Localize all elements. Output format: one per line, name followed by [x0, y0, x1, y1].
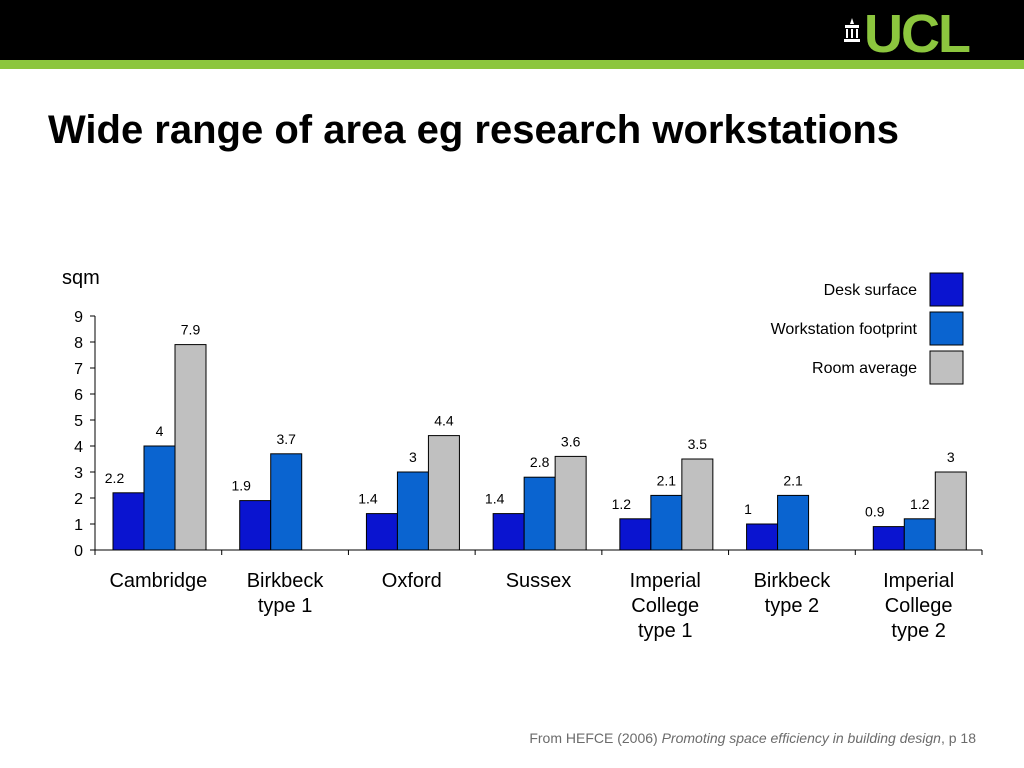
x-tick-label: type 2: [891, 620, 945, 642]
data-label: 1.2: [612, 496, 632, 512]
legend-label: Room average: [812, 360, 917, 377]
legend-swatch: [929, 311, 964, 346]
y-tick-label: 3: [74, 465, 83, 482]
bar: [174, 344, 207, 551]
bar: [554, 455, 587, 551]
slide-title: Wide range of area eg research workstati…: [48, 108, 900, 152]
legend-swatch: [929, 350, 964, 385]
y-tick-label: 2: [74, 491, 83, 508]
source-prefix: From HEFCE (2006): [529, 730, 662, 746]
bar: [777, 494, 810, 551]
data-label: 3.6: [561, 433, 581, 449]
y-tick-label: 0: [74, 543, 83, 560]
data-label: 1.2: [910, 496, 930, 512]
data-label: 2.8: [530, 454, 550, 470]
bar: [239, 500, 272, 551]
x-tick-label: type 1: [638, 620, 692, 642]
data-label: 4.4: [434, 413, 454, 429]
bar: [112, 492, 145, 551]
data-label: 1.4: [358, 491, 378, 507]
x-tick-label: College: [631, 595, 699, 617]
x-tick-label: type 2: [765, 595, 819, 617]
bar: [427, 435, 460, 551]
ucl-logo: UCL: [842, 4, 1002, 64]
data-label: 1.4: [485, 491, 505, 507]
header-accent-stripe: [0, 60, 1024, 69]
x-tick-label: Birkbeck: [247, 570, 325, 592]
data-label: 2.2: [105, 470, 125, 486]
x-tick-label: Imperial: [630, 570, 701, 592]
source-title: Promoting space efficiency in building d…: [661, 730, 941, 746]
x-tick-label: type 1: [258, 595, 312, 617]
y-tick-label: 7: [74, 361, 83, 378]
y-tick-label: 4: [74, 439, 83, 456]
bar: [492, 513, 525, 551]
y-tick-label: 5: [74, 413, 83, 430]
data-label: 3: [947, 449, 955, 465]
x-tick-label: Imperial: [883, 570, 954, 592]
data-label: 1.9: [231, 478, 251, 494]
x-tick-label: Sussex: [506, 570, 572, 592]
bar: [619, 518, 652, 551]
source-citation: From HEFCE (2006) Promoting space effici…: [529, 730, 976, 746]
x-tick-label: Cambridge: [109, 570, 207, 592]
data-label: 7.9: [181, 322, 201, 338]
x-tick-label: College: [885, 595, 953, 617]
legend-label: Workstation footprint: [771, 321, 918, 338]
portico-icon: [844, 18, 860, 42]
bar: [523, 476, 556, 551]
data-label: 3.5: [688, 436, 708, 452]
bar: [934, 471, 967, 551]
ucl-logo-text: UCL: [864, 4, 971, 64]
data-label: 1: [744, 501, 752, 517]
bar: [681, 458, 714, 551]
y-tick-label: 1: [74, 517, 83, 534]
header-bar: [0, 0, 1024, 60]
bar: [365, 513, 398, 551]
bar: [396, 471, 429, 551]
y-axis-label: sqm: [62, 267, 100, 289]
y-tick-label: 6: [74, 387, 83, 404]
bar: [270, 453, 303, 551]
bar: [903, 518, 936, 551]
data-label: 4: [156, 423, 164, 439]
data-label: 3: [409, 449, 417, 465]
legend-swatch: [929, 272, 964, 307]
x-tick-label: Oxford: [382, 570, 442, 592]
source-suffix: , p 18: [940, 730, 976, 746]
data-label: 0.9: [865, 504, 885, 520]
y-tick-label: 9: [74, 309, 83, 326]
bar: [143, 445, 176, 551]
data-label: 2.1: [657, 472, 677, 488]
bar: [650, 494, 683, 551]
data-label: 2.1: [783, 472, 803, 488]
bar: [872, 526, 905, 551]
data-label: 3.7: [276, 431, 296, 447]
bar: [746, 523, 779, 551]
legend-label: Desk surface: [824, 282, 917, 299]
x-tick-label: Birkbeck: [754, 570, 832, 592]
y-tick-label: 8: [74, 335, 83, 352]
